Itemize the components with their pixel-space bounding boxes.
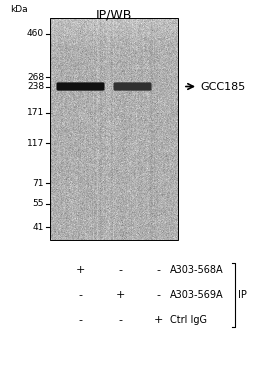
Text: 238: 238 [27, 82, 44, 91]
Text: +: + [115, 290, 125, 300]
Text: IP: IP [238, 290, 247, 300]
FancyBboxPatch shape [57, 82, 104, 91]
Text: A303-568A: A303-568A [170, 265, 224, 275]
Text: -: - [118, 315, 122, 325]
Text: A303-569A: A303-569A [170, 290, 224, 300]
Text: -: - [156, 265, 160, 275]
Text: 71: 71 [33, 179, 44, 188]
Text: IP/WB: IP/WB [96, 8, 132, 21]
Bar [50, 18, 178, 240]
Text: -: - [156, 290, 160, 300]
Text: 41: 41 [33, 223, 44, 232]
Text: -: - [118, 265, 122, 275]
Text: 460: 460 [27, 29, 44, 38]
Text: 117: 117 [27, 139, 44, 148]
Text: 171: 171 [27, 109, 44, 117]
Text: 55: 55 [33, 199, 44, 208]
FancyBboxPatch shape [113, 82, 152, 91]
Text: +: + [75, 265, 85, 275]
Text: -: - [78, 290, 82, 300]
Text: 268: 268 [27, 72, 44, 82]
Text: kDa: kDa [10, 5, 28, 14]
Text: -: - [78, 315, 82, 325]
Text: Ctrl IgG: Ctrl IgG [170, 315, 207, 325]
Text: +: + [153, 315, 163, 325]
Text: GCC185: GCC185 [200, 82, 245, 91]
